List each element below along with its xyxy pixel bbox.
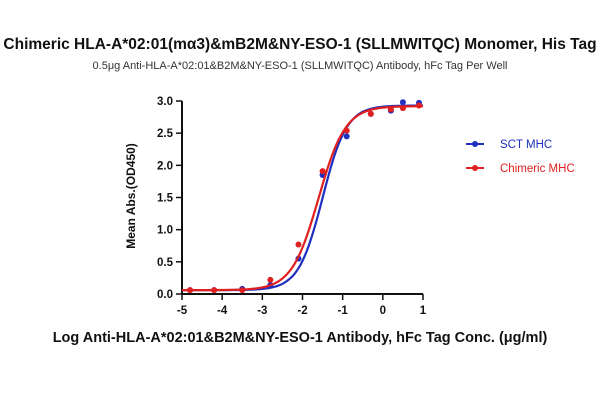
y-tick-label: 1.5 [157,193,174,205]
data-point [399,99,406,106]
data-point [267,276,274,283]
data-point [399,105,406,112]
data-point [239,287,246,294]
data-point [211,287,218,294]
series-line-1 [182,105,423,292]
y-tick-label: 1.0 [157,225,173,237]
legend-label: SCT MHC [500,139,552,151]
data-point [187,287,194,294]
y-tick-label: 2.0 [157,160,173,172]
x-tick-label: -3 [257,305,267,317]
x-tick-label: -2 [297,305,307,317]
chart-subtitle: 0.5μg Anti-HLA-A*02:01&B2M&NY-ESO-1 (SLL… [92,60,508,72]
legend-swatch-dot [472,165,478,171]
chart-title: Chimeric HLA-A*02:01(mα3)&mB2M&NY-ESO-1 … [3,36,597,53]
legend-label: Chimeric MHC [500,163,575,175]
y-tick-label: 0.5 [157,257,174,269]
legend-swatch-dot [472,141,478,147]
data-point [343,127,350,134]
x-tick-label: -4 [217,305,228,317]
data-point [319,168,326,175]
x-axis-label: Log Anti-HLA-A*02:01&B2M&NY-ESO-1 Antibo… [52,330,548,346]
y-tick-label: 0.0 [157,289,173,301]
x-tick-label: -1 [338,305,349,317]
data-point [343,133,350,140]
y-tick-label: 3.0 [157,96,173,108]
data-point [415,102,422,109]
y-tick-label: 2.5 [157,128,174,140]
x-tick-label: 0 [380,305,386,317]
series-line-0 [182,104,424,292]
data-point [295,241,302,248]
data-point [367,110,374,117]
data-point [387,106,394,113]
legend-entry-1: Chimeric MHC [466,163,575,175]
x-tick-label: 1 [420,305,427,317]
legend-entry-0: SCT MHC [466,139,552,151]
x-tick-label: -5 [177,305,188,317]
